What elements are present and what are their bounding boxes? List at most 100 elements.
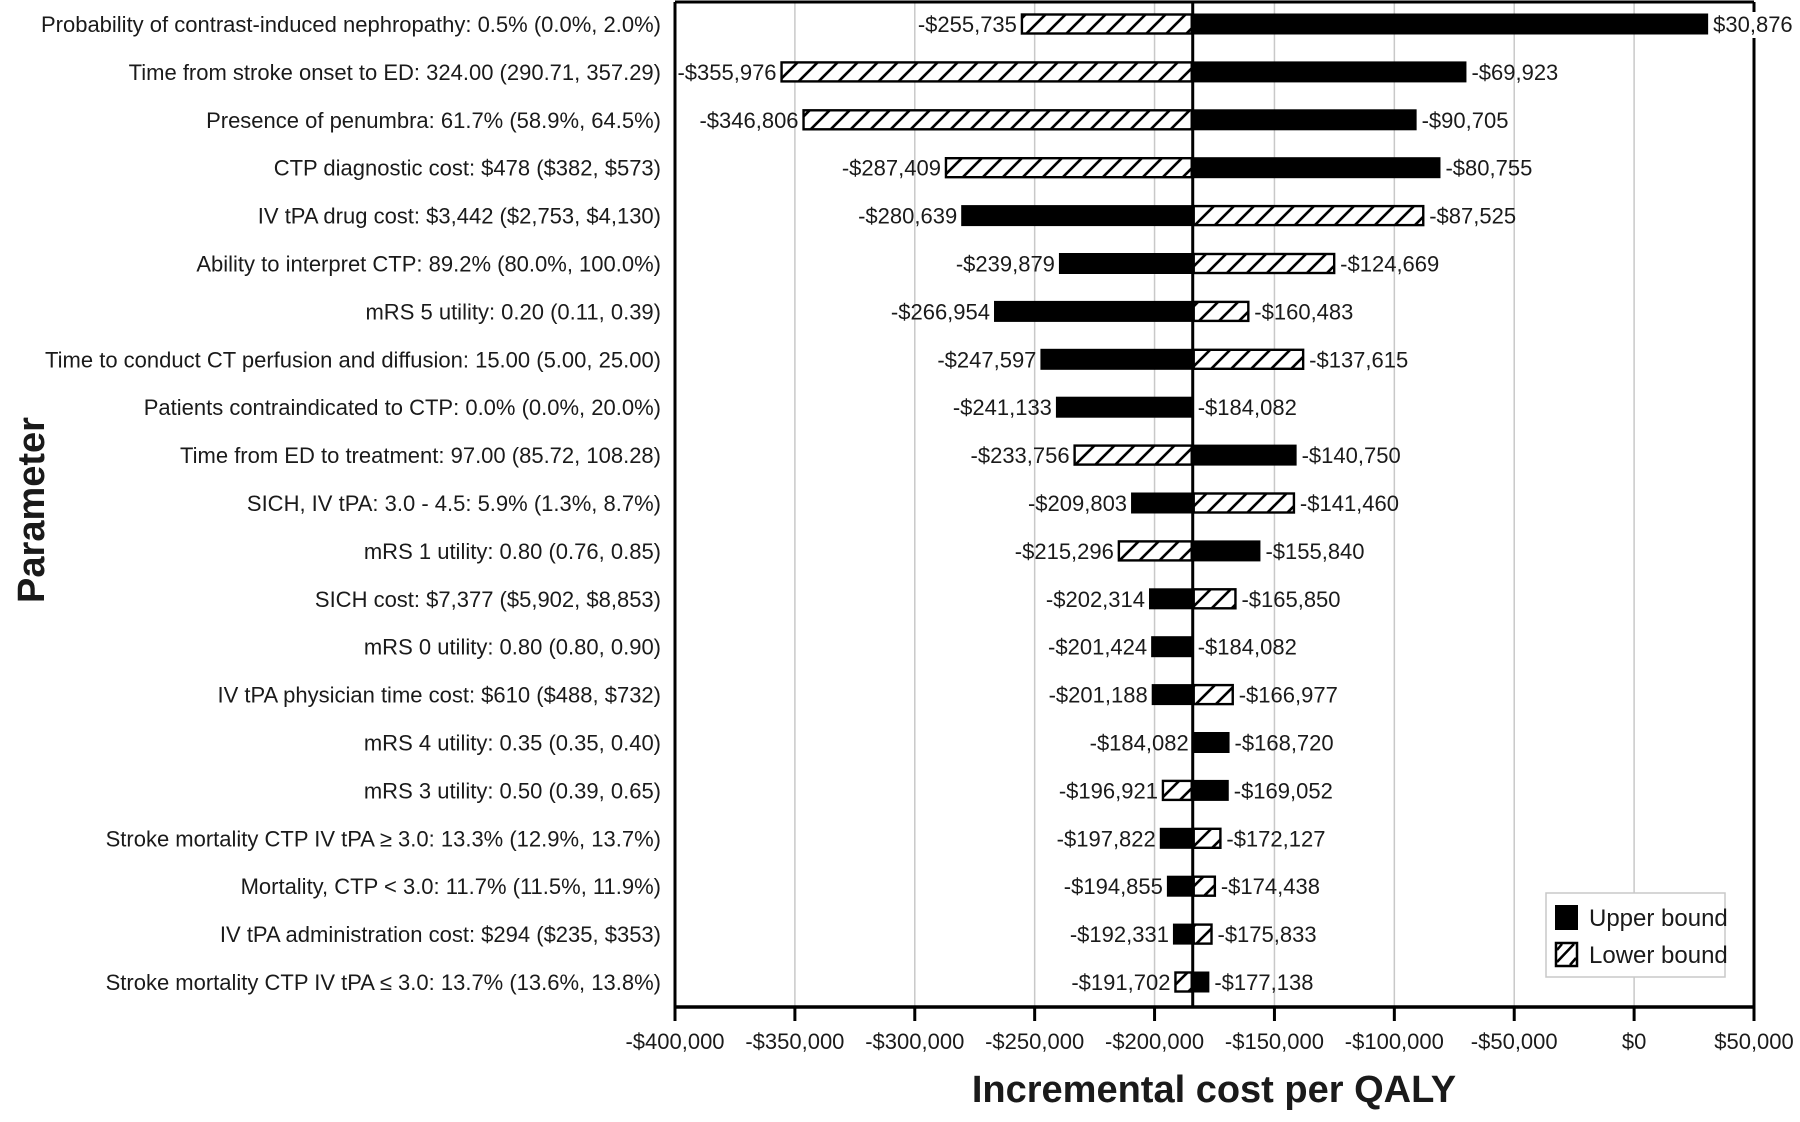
x-axis-ticks: -$400,000 -$350,000 -$300,000 -$250,000 -$20… xyxy=(625,1007,1794,1054)
y-axis-title: Parameter xyxy=(11,417,53,603)
parameter-label: Time from ED to treatment: 97.00 (85.72,… xyxy=(180,443,661,468)
parameter-label: mRS 5 utility: 0.20 (0.11, 0.39) xyxy=(365,299,661,324)
parameter-label: IV tPA physician time cost: $610 ($488, … xyxy=(217,683,661,708)
value-label-right: -$165,850 xyxy=(1241,587,1340,612)
x-tick-label: -$250,000 xyxy=(985,1029,1084,1054)
legend: Upper bound Lower bound xyxy=(1545,892,1728,978)
bar-lower-bound xyxy=(1073,444,1193,466)
bar-lower-bound xyxy=(1192,875,1217,897)
value-label-left: -$247,597 xyxy=(937,347,1036,372)
parameter-label: CTP diagnostic cost: $478 ($382, $573) xyxy=(274,156,661,181)
parameter-label: Stroke mortality CTP IV tPA ≥ 3.0: 13.3%… xyxy=(106,826,661,851)
value-label-left: -$241,133 xyxy=(953,395,1052,420)
bar-lower-bound xyxy=(1192,492,1296,514)
value-label-left: -$233,756 xyxy=(971,443,1070,468)
value-label-right: -$169,052 xyxy=(1234,778,1333,803)
value-label-right: -$172,127 xyxy=(1226,826,1325,851)
bar-lower-bound xyxy=(802,109,1193,131)
x-tick-label: -$150,000 xyxy=(1225,1029,1324,1054)
value-label-left: -$194,855 xyxy=(1064,874,1163,899)
bar-lower-bound xyxy=(1192,683,1234,706)
x-axis-title: Incremental cost per QALY xyxy=(972,1069,1456,1111)
bar-upper-bound xyxy=(1192,971,1210,993)
value-label-left: -$280,639 xyxy=(858,204,957,229)
bar-lower-bound xyxy=(1161,779,1193,802)
value-label-right: -$184,082 xyxy=(1198,635,1297,660)
value-label-right: -$166,977 xyxy=(1239,683,1338,708)
value-label-left: -$202,314 xyxy=(1046,587,1145,612)
bar-upper-bound xyxy=(1166,875,1193,897)
value-label-right: -$69,923 xyxy=(1471,60,1558,85)
parameter-label: Presence of penumbra: 61.7% (58.9%, 64.5… xyxy=(206,108,661,133)
parameter-label: mRS 1 utility: 0.80 (0.76, 0.85) xyxy=(364,539,661,564)
parameter-label: Ability to interpret CTP: 89.2% (80.0%, … xyxy=(196,252,661,277)
parameter-label: Patients contraindicated to CTP: 0.0% (0… xyxy=(144,395,661,420)
bar-upper-bound xyxy=(1192,444,1297,466)
bar-lower-bound xyxy=(1192,923,1213,945)
bar-upper-bound xyxy=(1192,779,1229,801)
value-label-left: -$196,921 xyxy=(1059,778,1158,803)
bar-upper-bound xyxy=(1192,109,1417,131)
parameter-label: mRS 3 utility: 0.50 (0.39, 0.65) xyxy=(364,778,661,803)
bar-lower-bound xyxy=(1192,252,1336,275)
value-label-left: -$239,879 xyxy=(956,252,1055,277)
x-tick-label: -$200,000 xyxy=(1105,1029,1204,1054)
bar-lower-bound xyxy=(1117,540,1193,562)
value-label-right: -$141,460 xyxy=(1300,491,1399,516)
legend-label-upper: Upper bound xyxy=(1589,905,1728,932)
value-label-right: -$140,750 xyxy=(1302,443,1401,468)
value-label-left: -$209,803 xyxy=(1028,491,1127,516)
parameter-label: mRS 4 utility: 0.35 (0.35, 0.40) xyxy=(364,731,661,756)
bar-upper-bound xyxy=(1058,253,1193,274)
bar-upper-bound xyxy=(1172,923,1193,945)
bar-upper-bound xyxy=(994,300,1193,322)
value-label-left: -$346,806 xyxy=(699,108,798,133)
parameter-label: Probability of contrast-induced nephropa… xyxy=(41,12,661,37)
bar-upper-bound xyxy=(1159,827,1193,849)
bar-lower-bound xyxy=(944,156,1193,179)
value-label-right: -$168,720 xyxy=(1235,731,1334,756)
bar-upper-bound xyxy=(1151,684,1193,706)
x-tick-label: $0 xyxy=(1622,1029,1646,1054)
value-label-left: -$355,976 xyxy=(677,60,776,85)
parameter-label: IV tPA administration cost: $294 ($235, … xyxy=(220,922,661,947)
bar-upper-bound xyxy=(1192,732,1230,753)
value-label-left: -$215,296 xyxy=(1015,539,1114,564)
x-tick-label: -$400,000 xyxy=(625,1029,724,1054)
x-tick-label: $50,000 xyxy=(1714,1029,1794,1054)
bar-upper-bound xyxy=(1151,636,1193,658)
x-tick-label: -$100,000 xyxy=(1345,1029,1444,1054)
legend-swatch-lower-hatch xyxy=(1556,943,1577,966)
value-label-right: $30,876 xyxy=(1713,12,1793,37)
bar-lower-bound xyxy=(1192,588,1237,610)
bar-upper-bound xyxy=(961,205,1193,227)
bar-upper-bound xyxy=(1040,348,1193,370)
value-label-left: -$197,822 xyxy=(1057,826,1156,851)
value-label-background xyxy=(1711,12,1800,38)
value-label-right: -$174,438 xyxy=(1221,874,1320,899)
value-label-right: -$155,840 xyxy=(1265,539,1364,564)
bar-lower-bound xyxy=(1192,348,1305,370)
bar-lower-bound xyxy=(1192,827,1222,849)
value-label-right: -$87,525 xyxy=(1429,204,1516,229)
value-label-left: -$201,188 xyxy=(1049,683,1148,708)
x-tick-label: -$50,000 xyxy=(1471,1029,1558,1054)
bar-upper-bound xyxy=(1131,492,1193,514)
bar-lower-bound xyxy=(780,61,1193,83)
value-label-right: -$137,615 xyxy=(1309,347,1408,372)
legend-label-lower: Lower bound xyxy=(1589,942,1728,969)
parameter-label: Mortality, CTP < 3.0: 11.7% (11.5%, 11.9… xyxy=(241,874,661,899)
bar-upper-bound xyxy=(1055,396,1193,418)
legend-swatch-upper xyxy=(1555,905,1578,930)
bar-lower-bound xyxy=(1192,300,1250,323)
plot-frame xyxy=(673,0,1756,1009)
value-labels: -$255,735 $30,876 -$355,976 -$69,923 -$346,8… xyxy=(677,12,1800,995)
value-label-right: -$90,705 xyxy=(1422,108,1509,133)
parameter-label: SICH, IV tPA: 3.0 - 4.5: 5.9% (1.3%, 8.7… xyxy=(247,491,661,516)
value-label-left: -$287,409 xyxy=(842,156,941,181)
value-label-right: -$160,483 xyxy=(1254,299,1353,324)
bar-upper-bound xyxy=(1192,13,1709,35)
bar-upper-bound xyxy=(1149,588,1193,610)
value-label-left: -$192,331 xyxy=(1070,922,1169,947)
